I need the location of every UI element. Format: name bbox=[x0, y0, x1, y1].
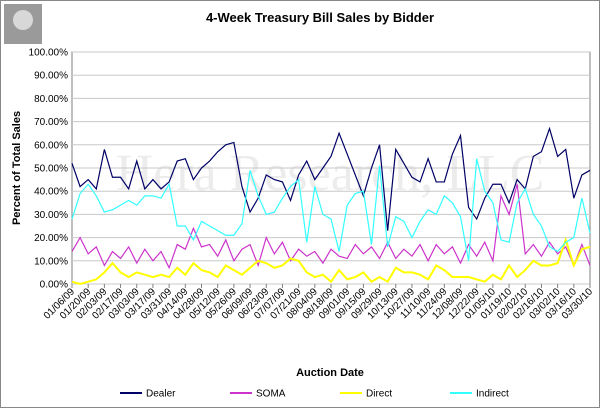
y-tick-label: 80.00% bbox=[34, 94, 68, 105]
y-tick-label: 70.00% bbox=[34, 117, 68, 128]
logo-head bbox=[13, 10, 33, 30]
x-axis-label: Auction Date bbox=[296, 367, 364, 379]
series-line bbox=[71, 236, 591, 286]
y-tick-label: 100.00% bbox=[29, 48, 69, 59]
y-tick-label: 60.00% bbox=[34, 140, 68, 151]
y-tick-label: 20.00% bbox=[34, 233, 68, 244]
series-line bbox=[71, 126, 591, 231]
legend-label: Dealer bbox=[146, 389, 176, 400]
legend-label: SOMA bbox=[256, 389, 286, 400]
y-tick-label: 40.00% bbox=[34, 187, 68, 198]
watermark: Hera Research, LLC bbox=[116, 145, 545, 202]
legend-label: Indirect bbox=[476, 389, 509, 400]
y-axis-label: Percent of Total Sales bbox=[11, 111, 23, 225]
chart-title: 4-Week Treasury Bill Sales by Bidder bbox=[206, 10, 434, 25]
y-tick-label: 50.00% bbox=[34, 164, 68, 175]
series-line bbox=[71, 158, 591, 261]
y-tick-label: 30.00% bbox=[34, 210, 68, 221]
series-line bbox=[71, 184, 591, 270]
y-tick-label: 0.00% bbox=[40, 280, 68, 291]
legend-label: Direct bbox=[366, 389, 392, 400]
y-tick-label: 10.00% bbox=[34, 256, 68, 267]
y-tick-label: 90.00% bbox=[34, 71, 68, 82]
